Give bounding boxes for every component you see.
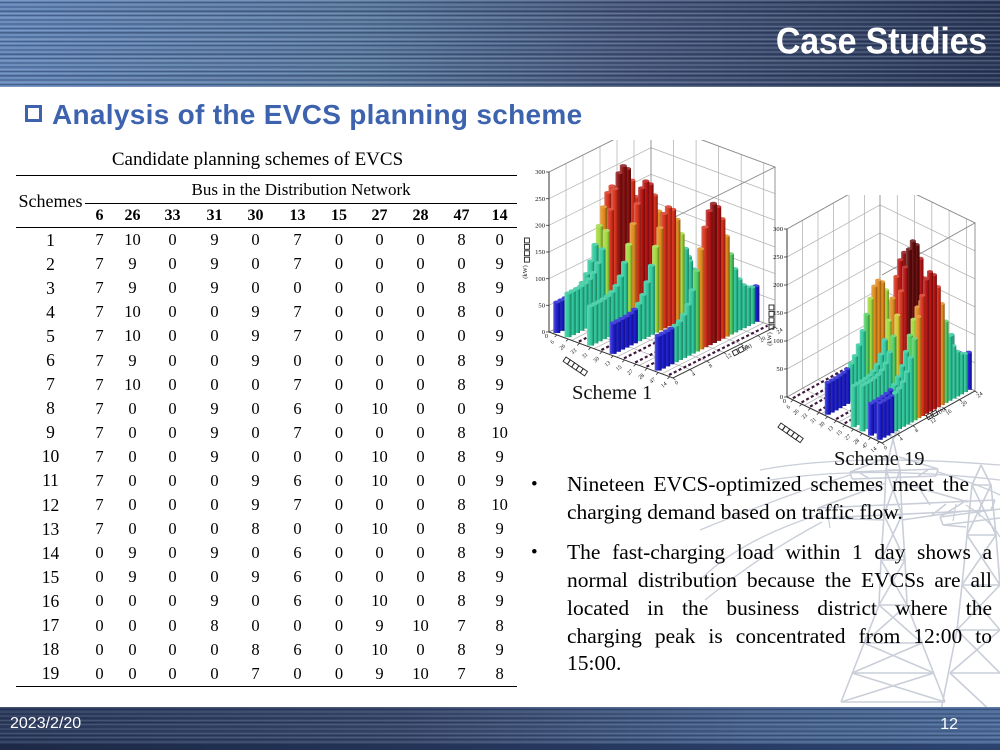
svg-text:(h): (h) [937, 406, 947, 416]
svg-text:300: 300 [773, 226, 784, 233]
svg-text:24: 24 [976, 391, 984, 399]
svg-text:26: 26 [792, 408, 800, 416]
svg-text:6: 6 [786, 404, 792, 411]
svg-text:12: 12 [725, 353, 733, 361]
svg-text:6: 6 [550, 339, 556, 346]
svg-text:200: 200 [773, 282, 784, 289]
svg-text:(kW): (kW) [522, 265, 529, 278]
svg-text:150: 150 [535, 249, 546, 256]
svg-text:12: 12 [930, 417, 938, 425]
svg-text:16: 16 [945, 409, 953, 417]
svg-text:47: 47 [861, 442, 869, 450]
svg-text:0: 0 [780, 394, 784, 401]
svg-text:28: 28 [853, 438, 861, 446]
svg-text:20: 20 [961, 400, 969, 408]
svg-text:150: 150 [773, 310, 784, 317]
svg-text:50: 50 [776, 366, 783, 373]
svg-text:300: 300 [535, 169, 546, 176]
svg-text:0: 0 [674, 380, 680, 387]
svg-text:14: 14 [870, 446, 878, 454]
svg-text:13: 13 [604, 360, 612, 368]
svg-text:4: 4 [899, 436, 905, 443]
svg-text:(kW): (kW) [766, 332, 773, 345]
svg-text:50: 50 [538, 303, 545, 310]
svg-text:33: 33 [570, 348, 578, 356]
svg-text:26: 26 [559, 343, 567, 351]
svg-text:8: 8 [708, 363, 714, 370]
svg-text:27: 27 [844, 434, 852, 442]
svg-text:20: 20 [759, 336, 767, 344]
svg-text:0: 0 [545, 333, 548, 340]
svg-text:47: 47 [649, 377, 657, 385]
svg-text:250: 250 [773, 254, 784, 261]
svg-text:33: 33 [801, 413, 809, 421]
svg-text:24: 24 [776, 327, 784, 335]
svg-text:8: 8 [914, 428, 920, 435]
svg-text:15: 15 [835, 429, 843, 437]
svg-text:100: 100 [773, 338, 784, 345]
svg-text:31: 31 [581, 352, 589, 360]
svg-text:(h): (h) [743, 342, 753, 352]
svg-text:28: 28 [638, 373, 646, 381]
svg-text:250: 250 [535, 196, 546, 203]
svg-text:27: 27 [626, 369, 634, 377]
svg-text:16: 16 [742, 344, 750, 352]
svg-text:0: 0 [883, 445, 889, 452]
svg-text:100: 100 [535, 276, 546, 283]
svg-text:31: 31 [810, 417, 818, 425]
svg-text:30: 30 [593, 356, 601, 364]
svg-text:14: 14 [660, 381, 668, 389]
svg-text:30: 30 [818, 421, 826, 429]
svg-text:13: 13 [827, 425, 835, 433]
svg-text:0: 0 [783, 398, 786, 405]
svg-text:200: 200 [535, 223, 546, 230]
svg-text:15: 15 [615, 364, 623, 372]
svg-text:4: 4 [691, 372, 697, 379]
svg-text:0: 0 [542, 329, 546, 336]
